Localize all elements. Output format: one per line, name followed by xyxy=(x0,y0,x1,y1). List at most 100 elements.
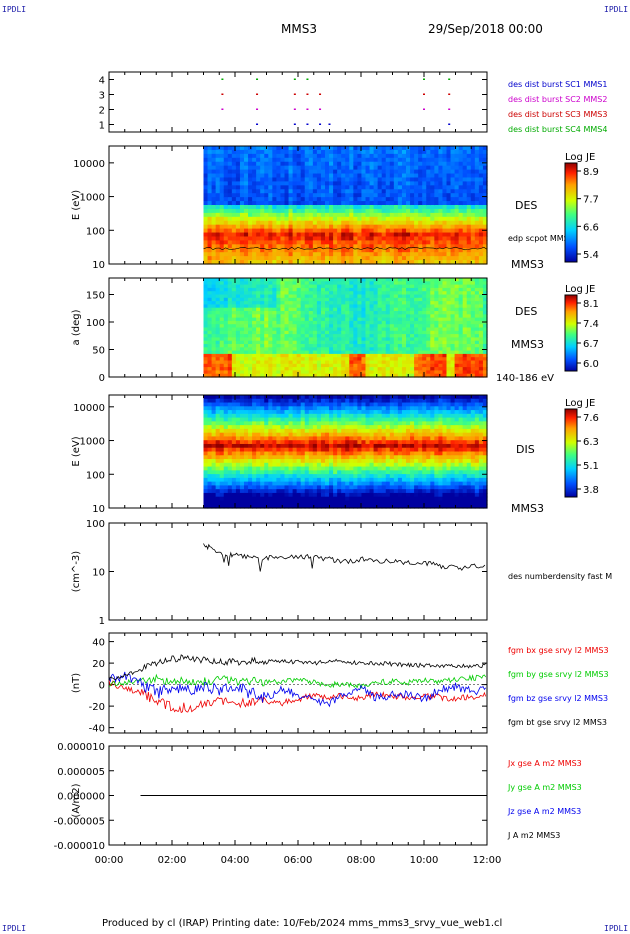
des-energy-cell xyxy=(361,205,367,210)
des-energy-cell xyxy=(470,181,476,186)
pitch-cell xyxy=(406,284,411,289)
pitch-cell xyxy=(276,373,282,378)
des-energy-cell xyxy=(260,193,265,198)
des-energy-cell xyxy=(207,189,213,194)
pitch-cell xyxy=(389,317,395,322)
des-energy-cell xyxy=(361,193,367,198)
des-energy-cell xyxy=(300,189,306,194)
des-energy-cell xyxy=(300,169,306,175)
des-energy-cell xyxy=(353,197,358,202)
dis-energy-cell xyxy=(252,436,257,441)
des-energy-cell xyxy=(373,153,379,159)
des-energy-cell xyxy=(365,185,371,190)
dis-energy-cell xyxy=(227,485,233,490)
pitch-cell xyxy=(373,304,379,309)
des-energy-cell xyxy=(280,161,286,167)
dis-energy-cell xyxy=(211,447,217,453)
pitch-cell xyxy=(478,330,484,335)
burst-mark xyxy=(423,93,425,95)
dis-energy-cell xyxy=(272,398,277,404)
des-energy-cell xyxy=(284,197,290,202)
des-energy-cell xyxy=(203,220,209,226)
pitch-cell xyxy=(454,373,460,378)
pitch-cell xyxy=(422,340,427,345)
pitch-cell xyxy=(288,278,294,282)
dis-energy-cell xyxy=(252,440,257,445)
burst-mark xyxy=(221,78,224,80)
dis-energy-cell xyxy=(260,455,265,460)
dis-energy-cell xyxy=(264,462,269,468)
des-energy-cell xyxy=(369,248,375,253)
pitch-cell xyxy=(414,350,419,355)
des-energy-cell xyxy=(215,149,221,155)
des-energy-cell xyxy=(288,212,294,218)
des-energy-cell xyxy=(361,165,367,171)
des-energy-cell xyxy=(219,224,225,230)
dis-energy-cell xyxy=(260,425,265,430)
pitch-cell xyxy=(211,278,217,282)
des-energy-cell xyxy=(357,169,363,175)
des-energy-cell xyxy=(357,228,363,234)
pitch-cell xyxy=(414,340,419,345)
pitch-cell xyxy=(333,311,338,315)
pitch-cell xyxy=(406,297,411,302)
des-energy-cell xyxy=(458,197,464,202)
pitch-cell xyxy=(393,337,399,342)
pitch-cell xyxy=(406,294,411,299)
dis-energy-cell xyxy=(223,481,229,486)
des-energy-cell xyxy=(235,173,241,179)
des-energy-cell xyxy=(284,157,290,163)
dis-energy-cell xyxy=(235,470,241,475)
dis-energy-cell xyxy=(264,428,269,434)
des-energy-cell xyxy=(438,193,444,198)
pitch-cell xyxy=(333,304,338,309)
des-energy-cell xyxy=(454,232,460,238)
dis-energy-cell xyxy=(252,455,257,460)
des-energy-cell xyxy=(312,256,318,261)
pitch-cell xyxy=(434,314,439,319)
dis-energy-cell xyxy=(272,459,277,464)
corner-label-bl: IPDLI xyxy=(2,924,27,933)
dis-energy-cell xyxy=(256,443,261,449)
pitch-cell xyxy=(381,337,387,342)
des-energy-cell xyxy=(227,173,233,179)
pitch-cell xyxy=(284,314,290,319)
dis-energy-cell xyxy=(223,474,229,479)
pitch-cell xyxy=(426,301,431,305)
pitch-cell xyxy=(397,327,403,332)
pitch-cell xyxy=(276,291,282,296)
pitch-cell xyxy=(357,311,363,315)
pitch-cell xyxy=(252,314,257,319)
pitch-cell xyxy=(369,373,375,378)
des-energy-cell xyxy=(377,216,383,222)
des-energy-cell xyxy=(325,177,330,182)
des-energy-cell xyxy=(401,173,407,179)
des-energy-cell xyxy=(264,173,269,179)
des-energy-cell xyxy=(231,216,237,222)
pitch-cell xyxy=(414,294,419,299)
des-energy-cell xyxy=(308,149,314,155)
des-energy-cell xyxy=(280,181,286,186)
pitch-cell xyxy=(211,367,217,371)
pitch-cell xyxy=(454,294,460,299)
des-energy-cell xyxy=(389,201,395,206)
pitch-cell xyxy=(312,350,318,355)
dis-energy-cell xyxy=(272,492,277,498)
des-energy-cell xyxy=(312,173,318,179)
des-energy-cell xyxy=(426,260,431,265)
des-energy-cell xyxy=(422,197,427,202)
dis-energy-cell xyxy=(276,406,282,411)
des-energy-cell xyxy=(426,240,431,245)
des-energy-cell xyxy=(454,212,460,218)
des-energy-cell xyxy=(357,181,363,186)
dis-energy-cell xyxy=(203,428,209,434)
pitch-cell xyxy=(385,314,391,319)
pitch-cell xyxy=(207,360,213,365)
pitch-cell xyxy=(365,317,371,322)
pitch-cell xyxy=(430,337,435,342)
des-energy-cell xyxy=(365,244,371,249)
pitch-cell xyxy=(397,311,403,315)
dis-energy-cell xyxy=(211,432,217,438)
des-energy-cell xyxy=(426,153,431,159)
pitch-cell xyxy=(434,337,439,342)
